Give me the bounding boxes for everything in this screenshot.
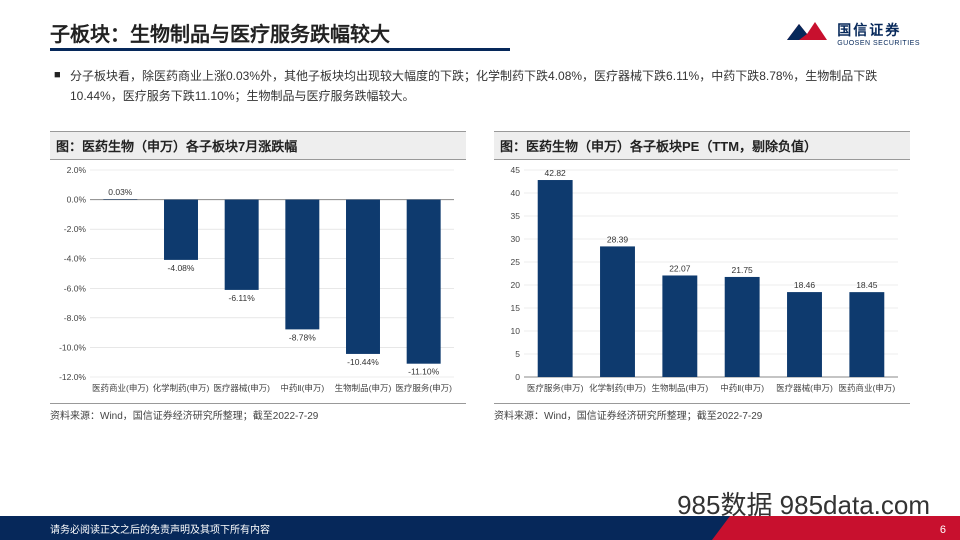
chart-left-title: 图：医药生物（申万）各子板块7月涨跌幅 [50,131,466,160]
svg-text:21.75: 21.75 [732,265,754,275]
svg-text:2.0%: 2.0% [67,165,87,175]
svg-text:0.0%: 0.0% [67,194,87,204]
chart-left-area: 2.0% 0.0% -2.0% -4.0% -6.0% -8.0% -10.0% -12.0%… [50,164,466,399]
svg-text:35: 35 [511,211,521,221]
svg-text:医疗器械(申万): 医疗器械(申万) [213,383,270,393]
svg-text:-4.08%: -4.08% [168,263,195,273]
page-number: 6 [940,524,946,536]
logo-en: GUOSEN SECURITIES [837,40,920,47]
svg-text:-12.0%: -12.0% [59,372,86,382]
chart-right-title: 图：医药生物（申万）各子板块PE（TTM，剔除负值） [494,131,910,160]
svg-text:中药Ⅱ(申万): 中药Ⅱ(申万) [720,383,764,393]
chart-left-svg: 2.0% 0.0% -2.0% -4.0% -6.0% -8.0% -10.0% -12.0%… [50,164,460,399]
logo-text: 国信证券 GUOSEN SECURITIES [837,20,920,47]
footer: 请务必阅读正文之后的免责声明及其项下所有内容 6 [0,516,960,540]
svg-text:5: 5 [515,349,520,359]
chart-right-svg: 45 40 35 30 25 20 15 10 5 0 42.82 医疗服务(申万) 28.39 化学制药… [494,164,904,399]
svg-text:医药商业(申万): 医药商业(申万) [838,383,895,393]
svg-text:0.03%: 0.03% [108,187,133,197]
svg-text:医疗服务(申万): 医疗服务(申万) [395,383,452,393]
svg-text:18.46: 18.46 [794,280,816,290]
logo-cn: 国信证券 [837,20,920,40]
svg-text:-2.0%: -2.0% [64,224,87,234]
bullet-text: 分子板块看，除医药商业上涨0.03%外，其他子板块均出现较大幅度的下跌；化学制药… [0,54,960,107]
svg-text:-6.11%: -6.11% [229,293,256,303]
svg-text:40: 40 [511,188,521,198]
chart-left-source: 资料来源：Wind，国信证券经济研究所整理；截至2022-7-29 [50,403,466,422]
svg-text:22.07: 22.07 [669,263,691,273]
svg-text:-10.0%: -10.0% [59,342,86,352]
slide: 子板块：生物制品与医疗服务跌幅较大 国信证券 GUOSEN SECURITIES… [0,0,960,540]
svg-text:-8.78%: -8.78% [289,332,316,342]
svg-text:-4.0%: -4.0% [64,253,87,263]
svg-text:20: 20 [511,280,521,290]
svg-text:30: 30 [511,234,521,244]
logo-icon [785,18,829,48]
svg-text:10: 10 [511,326,521,336]
svg-text:25: 25 [511,257,521,267]
svg-text:-8.0%: -8.0% [64,313,87,323]
header: 子板块：生物制品与医疗服务跌幅较大 国信证券 GUOSEN SECURITIES [0,0,960,54]
svg-text:医疗器械(申万): 医疗器械(申万) [776,383,833,393]
svg-text:42.82: 42.82 [545,168,567,178]
svg-text:15: 15 [511,303,521,313]
page-title: 子板块：生物制品与医疗服务跌幅较大 [50,18,390,47]
footer-disclaimer: 请务必阅读正文之后的免责声明及其项下所有内容 [50,521,270,536]
svg-text:化学制药(申万): 化学制药(申万) [153,383,210,393]
svg-text:-10.44%: -10.44% [347,357,379,367]
svg-text:18.45: 18.45 [856,280,878,290]
footer-red: 6 [730,516,960,540]
svg-text:0: 0 [515,372,520,382]
svg-text:医药商业(申万): 医药商业(申万) [92,383,149,393]
svg-text:生物制品(申万): 生物制品(申万) [335,383,392,393]
chart-right: 图：医药生物（申万）各子板块PE（TTM，剔除负值） 45 40 35 30 25 20 1… [494,131,910,422]
title-underline [50,48,510,51]
svg-text:生物制品(申万): 生物制品(申万) [651,383,708,393]
logo: 国信证券 GUOSEN SECURITIES [785,18,920,48]
footer-blue: 请务必阅读正文之后的免责声明及其项下所有内容 [0,516,730,540]
chart-right-area: 45 40 35 30 25 20 15 10 5 0 42.82 医疗服务(申万) 28.39 化学制药… [494,164,910,399]
chart-right-source: 资料来源：Wind，国信证券经济研究所整理；截至2022-7-29 [494,403,910,422]
svg-text:-11.10%: -11.10% [408,366,439,376]
svg-text:化学制药(申万): 化学制药(申万) [589,383,646,393]
svg-text:中药Ⅱ(申万): 中药Ⅱ(申万) [280,383,324,393]
charts-row: 图：医药生物（申万）各子板块7月涨跌幅 2.0% 0.0% -2.0% -4.0% -6… [0,107,960,422]
chart-left: 图：医药生物（申万）各子板块7月涨跌幅 2.0% 0.0% -2.0% -4.0% -6… [50,131,466,422]
svg-text:医疗服务(申万): 医疗服务(申万) [527,383,584,393]
svg-text:45: 45 [511,165,521,175]
svg-text:28.39: 28.39 [607,234,629,244]
svg-text:-6.0%: -6.0% [64,283,87,293]
